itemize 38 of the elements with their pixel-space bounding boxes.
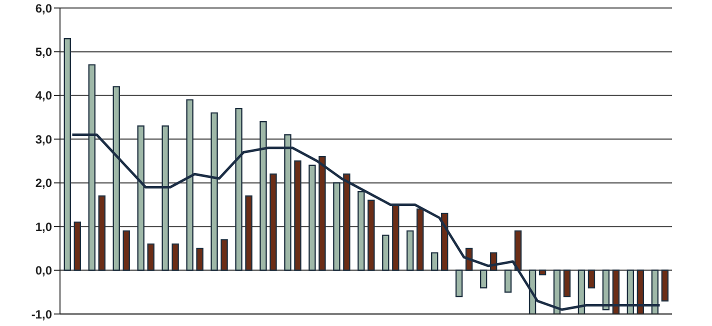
bar xyxy=(343,174,350,271)
bar xyxy=(661,270,669,302)
bar xyxy=(220,239,228,271)
bar xyxy=(294,160,302,271)
bar xyxy=(588,270,596,288)
bar xyxy=(98,195,106,271)
bar xyxy=(172,243,179,271)
bar xyxy=(392,204,400,271)
bar xyxy=(318,156,326,271)
bar xyxy=(416,208,424,271)
y-tick-label: 1,0 xyxy=(35,220,52,234)
bar xyxy=(333,182,340,271)
y-tick-label: 4,0 xyxy=(35,88,52,103)
bar xyxy=(563,270,571,298)
y-tick-label: 0,0 xyxy=(35,264,52,278)
bar xyxy=(455,270,463,298)
y-tick-label: 2,0 xyxy=(35,176,52,190)
bar xyxy=(504,270,512,293)
y-tick-label: 5,0 xyxy=(35,44,52,59)
y-tick-label: 3,0 xyxy=(35,132,52,146)
bar xyxy=(245,195,252,271)
bar xyxy=(270,174,277,271)
bar xyxy=(358,191,365,271)
bar xyxy=(441,212,448,271)
bar xyxy=(122,230,130,271)
bar xyxy=(406,230,414,271)
bar xyxy=(538,270,546,276)
bar xyxy=(431,252,438,271)
y-tick-label: -1,0 xyxy=(31,307,52,322)
bar xyxy=(147,243,154,271)
bar xyxy=(196,248,204,271)
bar xyxy=(368,200,375,271)
bar xyxy=(308,164,316,271)
bar xyxy=(74,222,82,271)
bar xyxy=(480,270,488,288)
bar xyxy=(514,230,522,271)
bar xyxy=(382,234,390,271)
y-tick-label: 6,0 xyxy=(35,1,52,16)
